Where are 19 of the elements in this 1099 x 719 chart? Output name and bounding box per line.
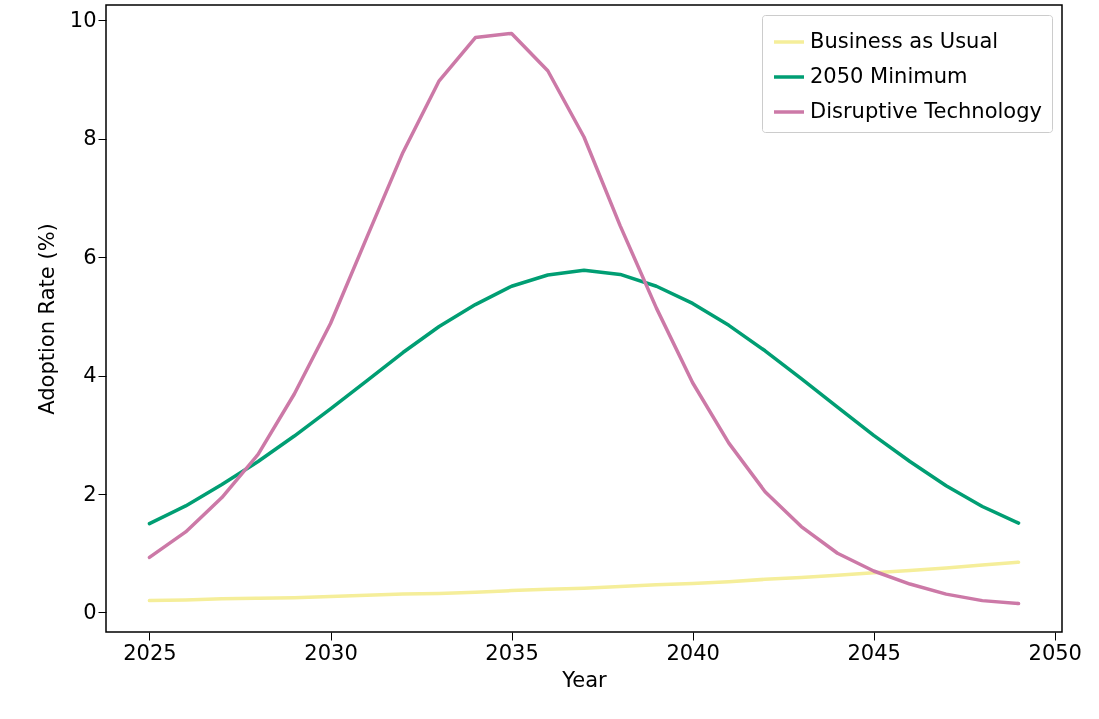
x-tick-label: 2030 <box>304 640 358 665</box>
y-tick-label: 6 <box>83 244 97 269</box>
legend-label: Business as Usual <box>810 29 999 53</box>
y-tick-label: 2 <box>83 481 97 506</box>
line-series <box>147 560 1021 603</box>
line-series <box>147 268 1021 526</box>
x-tick-label: 2040 <box>666 640 720 665</box>
y-axis-title: Adoption Rate (%) <box>34 223 59 415</box>
y-tick-label: 4 <box>83 363 97 388</box>
x-tick-label: 2025 <box>123 640 177 665</box>
x-axis-title: Year <box>561 667 608 692</box>
y-tick-label: 8 <box>83 126 97 151</box>
legend-label: 2050 Minimum <box>810 64 968 88</box>
x-tick-label: 2050 <box>1028 640 1082 665</box>
y-tick-label: 10 <box>69 7 97 32</box>
y-tick-label: 0 <box>83 599 97 624</box>
legend-label: Disruptive Technology <box>810 99 1042 123</box>
x-tick-label: 2035 <box>485 640 539 665</box>
x-tick-label: 2045 <box>847 640 901 665</box>
